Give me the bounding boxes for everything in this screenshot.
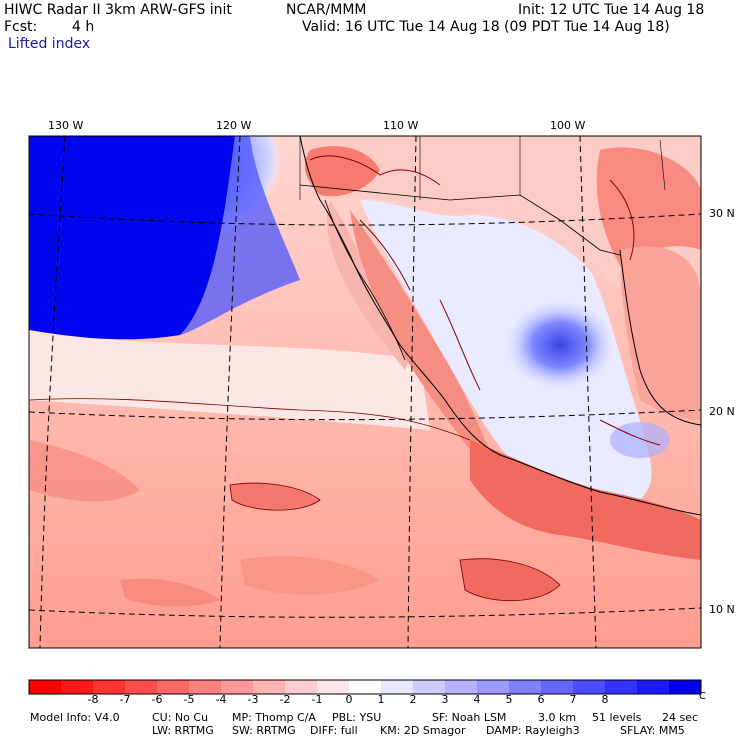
footer-sf: SF: Noah LSM: [432, 711, 507, 724]
colorbar-swatch: [189, 680, 222, 694]
state-borders: [299, 136, 666, 200]
colorbar-swatch: [157, 680, 190, 694]
colorbar-swatch: [605, 680, 638, 694]
footer-levels: 51 levels: [592, 711, 642, 724]
footer-km: KM: 2D Smagor: [380, 724, 466, 737]
lat-label-20n: 20 N: [709, 405, 735, 418]
california-unstable: [304, 146, 380, 197]
colorbar-tick-label: 0: [345, 693, 353, 706]
gulf-stable-patch: [610, 422, 670, 458]
map-frame: [28, 135, 702, 649]
itcz-patch-1: [230, 483, 320, 511]
mexico-stable-core: [505, 300, 615, 390]
footer-sw: SW: RRTMG: [232, 724, 296, 737]
baja-california: [326, 200, 409, 370]
footer-diff: DIFF: full: [310, 724, 358, 737]
colorbar-swatch: [445, 680, 478, 694]
colorbar-tick-label: -5: [183, 693, 195, 706]
colorbar-swatch: [61, 680, 94, 694]
colorbar-tick-label: -6: [151, 693, 163, 706]
colorbar-tick-label: 7: [569, 693, 577, 706]
colorbar-swatch: [317, 680, 350, 694]
footer-model-info: Model Info: V4.0: [30, 711, 120, 724]
pale-band: [29, 330, 430, 430]
colorbar: [29, 680, 702, 694]
colorbar-swatch: [125, 680, 158, 694]
colorbar-swatch: [381, 680, 414, 694]
li-contours: [309, 155, 661, 446]
colorbar-swatch: [253, 680, 286, 694]
footer-lw: LW: RRTMG: [152, 724, 214, 737]
central-america-unstable: [470, 440, 701, 560]
texas-unstable: [596, 147, 701, 275]
colorbar-swatch: [573, 680, 606, 694]
colorbar-tick-label: -2: [279, 693, 291, 706]
footer-mp: MP: Thomp C/A: [232, 711, 316, 724]
colorbar-swatch: [349, 680, 382, 694]
footer-damp: DAMP: Rayleigh3: [486, 724, 580, 737]
colorbar-tick-label: 3: [441, 693, 449, 706]
footer-timestep: 24 sec: [662, 711, 699, 724]
colorbar-tick-label: 5: [505, 693, 513, 706]
colorbar-swatch: [477, 680, 510, 694]
colorbar-unit: °C: [694, 691, 706, 702]
field-name: Lifted index: [8, 36, 91, 52]
colorbar-tick-label: -7: [119, 693, 131, 706]
footer-sflay: SFLAY: MM5: [620, 724, 685, 737]
colorbar-frame: [28, 679, 702, 695]
lat-label-30n: 30 N: [709, 207, 735, 220]
colorbar-tick-label: -4: [215, 693, 227, 706]
gulf-coastline: [619, 249, 702, 426]
lon-label-100w: 100 W: [550, 119, 586, 132]
colorbar-tick-label: -8: [87, 693, 99, 706]
model-title: HIWC Radar II 3km ARW-GFS init: [4, 2, 232, 18]
footer-cu: CU: No Cu: [152, 711, 209, 724]
colorbar-swatch: [541, 680, 574, 694]
colorbar-swatch: [637, 680, 670, 694]
colorbar-swatch: [221, 680, 254, 694]
itcz-patch-5: [240, 556, 380, 595]
colorbar-swatch: [413, 680, 446, 694]
lon-label-110w: 110 W: [383, 119, 419, 132]
graticule: [28, 135, 702, 649]
itcz-patch-4: [120, 578, 220, 607]
valid-time: Valid: 16 UTC Tue 14 Aug 18 (09 PDT Tue …: [302, 19, 670, 35]
gulf-of-mexico: [620, 246, 701, 420]
colorbar-swatch: [285, 680, 318, 694]
colorbar-tick-label: -3: [247, 693, 259, 706]
colorbar-swatch: [93, 680, 126, 694]
colorbar-tick-label: 1: [377, 693, 385, 706]
colorbar-tick-label: 8: [601, 693, 609, 706]
init-time: Init: 12 UTC Tue 14 Aug 18: [518, 2, 705, 18]
organization-label: NCAR/MMM: [286, 2, 367, 18]
footer-pbl: PBL: YSU: [332, 711, 382, 724]
li-contours-2: [29, 398, 561, 602]
blue-gradient-edge: [180, 136, 300, 335]
lon-label-120w: 120 W: [216, 119, 252, 132]
sierra-madre-occidental: [350, 210, 490, 450]
colorbar-tick-label: 4: [473, 693, 481, 706]
colorbar-swatch: [29, 680, 62, 694]
colorbar-tick-label: -1: [311, 693, 323, 706]
deep-blue-core: [29, 136, 235, 340]
lon-label-130w: 130 W: [48, 119, 84, 132]
colorbar-swatch: [509, 680, 542, 694]
forecast-hours: 4 h: [72, 19, 95, 35]
colorbar-tick-label: 2: [409, 693, 417, 706]
colorbar-tick-label: 6: [537, 693, 545, 706]
forecast-label: Fcst:: [4, 19, 38, 35]
footer-resolution: 3.0 km: [538, 711, 577, 724]
pacific-coastline: [299, 135, 702, 516]
itcz-patch-3: [30, 440, 140, 502]
colorbar-swatch: [669, 680, 702, 694]
lat-label-10n: 10 N: [709, 603, 735, 616]
